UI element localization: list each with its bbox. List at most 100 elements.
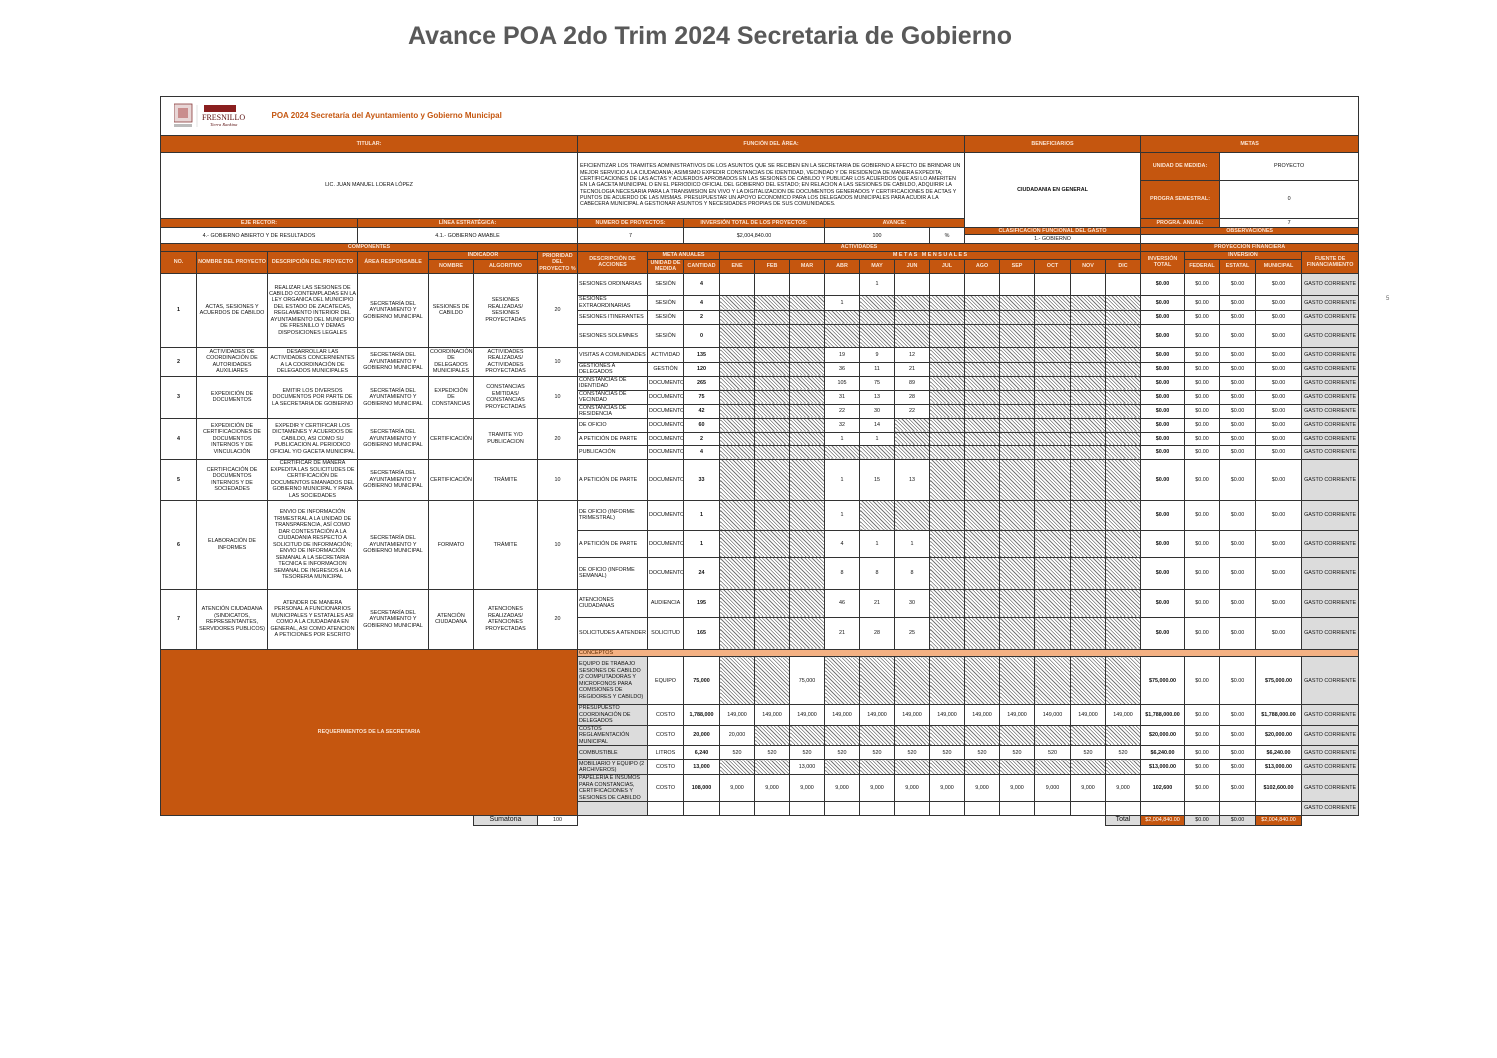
month-cell: 149,000	[964, 704, 1000, 726]
page-number: 5	[1386, 296, 1390, 302]
project-priority: 20	[537, 417, 578, 460]
inversion-total: $0.00	[1140, 375, 1185, 391]
month-cell: 149,000	[1034, 704, 1071, 726]
month-cell-hatched	[1070, 529, 1106, 558]
col-month: DIC	[1105, 258, 1141, 274]
month-cell-hatched	[1034, 444, 1071, 460]
month-cell-hatched	[719, 431, 755, 446]
poa-table: FRESNILLO Tierra Rankina POA 2024 Secret…	[159, 96, 1360, 826]
month-cell: 149,000	[789, 704, 825, 726]
month-cell: 520	[789, 745, 825, 761]
col-cantidad: CANTIDAD	[683, 258, 720, 274]
month-cell-hatched	[964, 529, 1000, 558]
project-priority: 20	[537, 588, 578, 650]
inversion-municipal: $0.00	[1255, 556, 1302, 590]
project-name: CERTIFICACIÓN DE DOCUMENTOS INTERNOS Y D…	[196, 458, 268, 501]
action-description: COSTOS REGLAMENTACIÓN MUNICIPAL	[577, 724, 648, 747]
avance-unit: %	[929, 226, 965, 245]
month-cell-hatched	[1105, 499, 1141, 531]
action-quantity: 42	[683, 403, 720, 419]
month-cell: 75	[859, 375, 895, 391]
inversion-federal: $0.00	[1184, 309, 1220, 325]
fuente-financiamiento: GASTO CORRIENTE	[1300, 309, 1360, 325]
month-cell-hatched	[1105, 444, 1141, 460]
requirement-row: GASTO CORRIENTE	[161, 801, 1360, 817]
inversion-total: $13,000.00	[1140, 759, 1185, 776]
inversion-federal: $0.00	[1184, 375, 1220, 391]
inversion-federal: $0.00	[1184, 616, 1220, 650]
project-number: 7	[160, 588, 197, 650]
month-cell-hatched	[754, 724, 790, 747]
action-quantity: 24	[683, 556, 720, 590]
semestral-value: 0	[1218, 180, 1360, 219]
month-cell-hatched	[929, 323, 965, 348]
month-cell-hatched	[859, 499, 895, 531]
fuente-financiamiento: GASTO CORRIENTE	[1300, 458, 1360, 501]
unidad-label: UNIDAD DE MEDIDA:	[1140, 152, 1220, 181]
month-cell-hatched	[789, 294, 825, 311]
inversion-federal	[1184, 801, 1220, 817]
month-cell-hatched	[999, 444, 1035, 460]
month-cell-hatched	[894, 294, 930, 311]
month-cell-hatched	[789, 431, 825, 446]
inversion-total: $0.00	[1140, 444, 1185, 460]
fuente-financiamiento: GASTO CORRIENTE	[1300, 444, 1360, 460]
month-cell-hatched	[1034, 361, 1071, 377]
inversion-federal: $0.00	[1184, 323, 1220, 348]
action-unit: SESIÓN	[647, 272, 684, 296]
month-cell-hatched	[1070, 616, 1106, 650]
inversion-estatal: $0.00	[1219, 323, 1256, 348]
month-cell: 1	[824, 499, 860, 531]
month-cell-hatched	[824, 759, 860, 776]
action-description: PRESUPUESTO COORDINACIÓN DE DELEGADOS	[577, 704, 648, 726]
month-cell: 19	[824, 346, 860, 363]
action-description: A PETICIÓN DE PARTE	[577, 458, 648, 501]
month-cell: 149,000	[894, 704, 930, 726]
month-cell-hatched	[929, 458, 965, 501]
month-cell: 30	[894, 588, 930, 618]
month-cell-hatched	[964, 499, 1000, 531]
month-cell-hatched	[754, 588, 790, 618]
action-description: PAPELERÍA E INSUMOS PARA CONSTANCIAS, CE…	[577, 774, 648, 803]
requirement-row: EQUIPO DE TRABAJO SESIONES DE CABILDO (2…	[161, 656, 1360, 706]
month-cell: 1	[824, 458, 860, 501]
month-cell-hatched	[964, 759, 1000, 776]
indicator-algorithm: CONSTANCIAS EMITIDAS/ CONSTANCIAS PROYEC…	[473, 375, 538, 419]
month-cell-hatched	[1070, 444, 1106, 460]
month-cell-hatched	[754, 656, 790, 706]
month-cell: 21	[824, 616, 860, 650]
inversion-estatal: $0.00	[1219, 403, 1256, 419]
action-quantity: 1	[683, 529, 720, 558]
indicator-algorithm: TRAMITE Y/O PUBLICACION	[473, 417, 538, 460]
fuente-financiamiento: GASTO CORRIENTE	[1300, 588, 1360, 618]
project-description: DESARROLLAR LAS ACTIVIDADES CONCERNIENTE…	[267, 346, 358, 377]
month-cell	[894, 272, 930, 296]
month-cell-hatched	[894, 323, 930, 348]
month-cell-hatched	[929, 294, 965, 311]
inversion-estatal: $0.00	[1219, 294, 1256, 311]
month-cell: 520	[1034, 745, 1071, 761]
fuente-financiamiento: GASTO CORRIENTE	[1300, 403, 1360, 419]
month-cell-hatched	[754, 499, 790, 531]
month-cell-hatched	[754, 309, 790, 325]
month-cell	[719, 272, 755, 296]
semestral-label: PROGRA SEMESTRAL:	[1140, 180, 1220, 219]
month-cell: 149,000	[824, 704, 860, 726]
month-cell-hatched	[754, 346, 790, 363]
month-cell-hatched	[1105, 556, 1141, 590]
inversion-estatal: $0.00	[1219, 556, 1256, 590]
inversion-total: $0.00	[1140, 346, 1185, 363]
month-cell: 520	[859, 745, 895, 761]
month-cell-hatched	[1034, 346, 1071, 363]
month-cell-hatched	[894, 656, 930, 706]
eje-value: 4.- GOBIERNO ABIERTO Y DE RESULTADOS	[160, 226, 358, 245]
month-cell-hatched	[1105, 323, 1141, 348]
month-cell-hatched	[894, 417, 930, 433]
month-cell-hatched	[999, 616, 1035, 650]
month-cell-hatched	[754, 361, 790, 377]
col-month: ENE	[719, 258, 755, 274]
beneficiarios-label: BENEFICIARIOS	[964, 135, 1141, 153]
action-quantity: 165	[683, 616, 720, 650]
project-number: 5	[160, 458, 197, 501]
month-cell-hatched	[929, 431, 965, 446]
